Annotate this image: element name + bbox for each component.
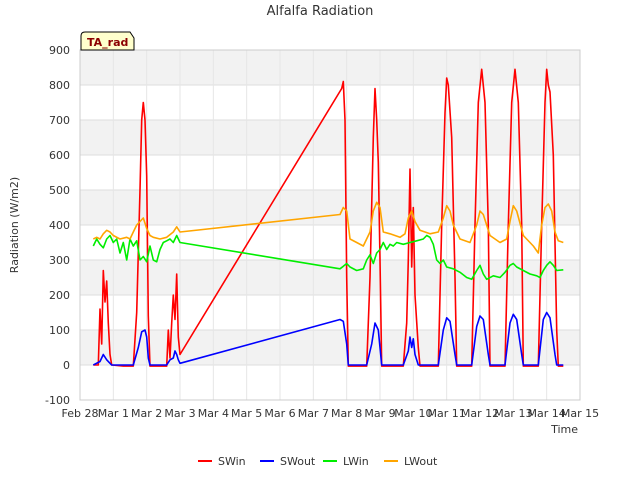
x-tick-labels: Feb 28 Mar 1 Mar 2 Mar 3 Mar 4 Mar 5 Mar 6 Mar … (62, 407, 600, 420)
y-tick-label: 700 (49, 114, 70, 127)
y-tick-label: 0 (63, 359, 70, 372)
legend-label-swin: SWin (218, 455, 246, 468)
series-line-swin (93, 68, 564, 367)
x-tick-label: Mar 3 (164, 407, 195, 420)
background-band (80, 295, 580, 330)
x-tick-label: Mar 9 (364, 407, 395, 420)
chart-title: Alfalfa Radiation (267, 4, 374, 19)
y-axis-title: Radiation (W/m2) (8, 177, 21, 273)
x-tick-label: Mar 2 (131, 407, 162, 420)
background-band (80, 85, 580, 120)
x-tick-label: Mar 13 (494, 407, 532, 420)
x-tick-label: Mar 14 (528, 407, 566, 420)
y-tick-label: 600 (49, 149, 70, 162)
x-axis-title: Time (550, 423, 578, 436)
legend-label-swout: SWout (280, 455, 316, 468)
y-tick-label: 400 (49, 219, 70, 232)
y-tick-label: 900 (49, 44, 70, 57)
legend: SWin SWout LWin LWout (198, 455, 438, 468)
y-tick-label: 800 (49, 79, 70, 92)
tag-label: TA_rad (87, 36, 128, 49)
x-tick-label: Mar 4 (198, 407, 229, 420)
background-band (80, 365, 580, 400)
legend-label-lwout: LWout (404, 455, 438, 468)
x-tick-label: Mar 5 (231, 407, 262, 420)
y-tick-labels: -100 0 100 200 300 400 500 600 700 800 900 (45, 44, 70, 407)
background-band (80, 260, 580, 295)
legend-label-lwin: LWin (343, 455, 369, 468)
background-band (80, 330, 580, 365)
x-tick-label: Mar 8 (331, 407, 362, 420)
x-tick-label: Mar 10 (394, 407, 432, 420)
x-tick-label: Mar 6 (264, 407, 295, 420)
series-line-lwout (92, 201, 564, 254)
x-tick-label: Mar 15 (561, 407, 599, 420)
x-tick-label: Mar 12 (461, 407, 499, 420)
x-tick-label: Mar 1 (98, 407, 129, 420)
y-tick-label: 500 (49, 184, 70, 197)
series-line-swout (92, 311, 564, 366)
background-band (80, 190, 580, 225)
x-tick-label: Feb 28 (62, 407, 99, 420)
y-tick-label: 100 (49, 324, 70, 337)
y-tick-label: -100 (45, 394, 70, 407)
y-tick-label: 200 (49, 289, 70, 302)
y-tick-label: 300 (49, 254, 70, 267)
background-band (80, 50, 580, 85)
data-series (92, 68, 564, 367)
plot-frame (79, 49, 581, 401)
background-band (80, 120, 580, 155)
series-line-lwin (92, 234, 564, 281)
tag-box (80, 31, 135, 51)
background-band (80, 155, 580, 190)
x-tick-label: Mar 11 (428, 407, 466, 420)
background-band (80, 225, 580, 260)
x-tick-label: Mar 7 (298, 407, 329, 420)
ta-rad-tag: TA_rad (80, 31, 135, 51)
